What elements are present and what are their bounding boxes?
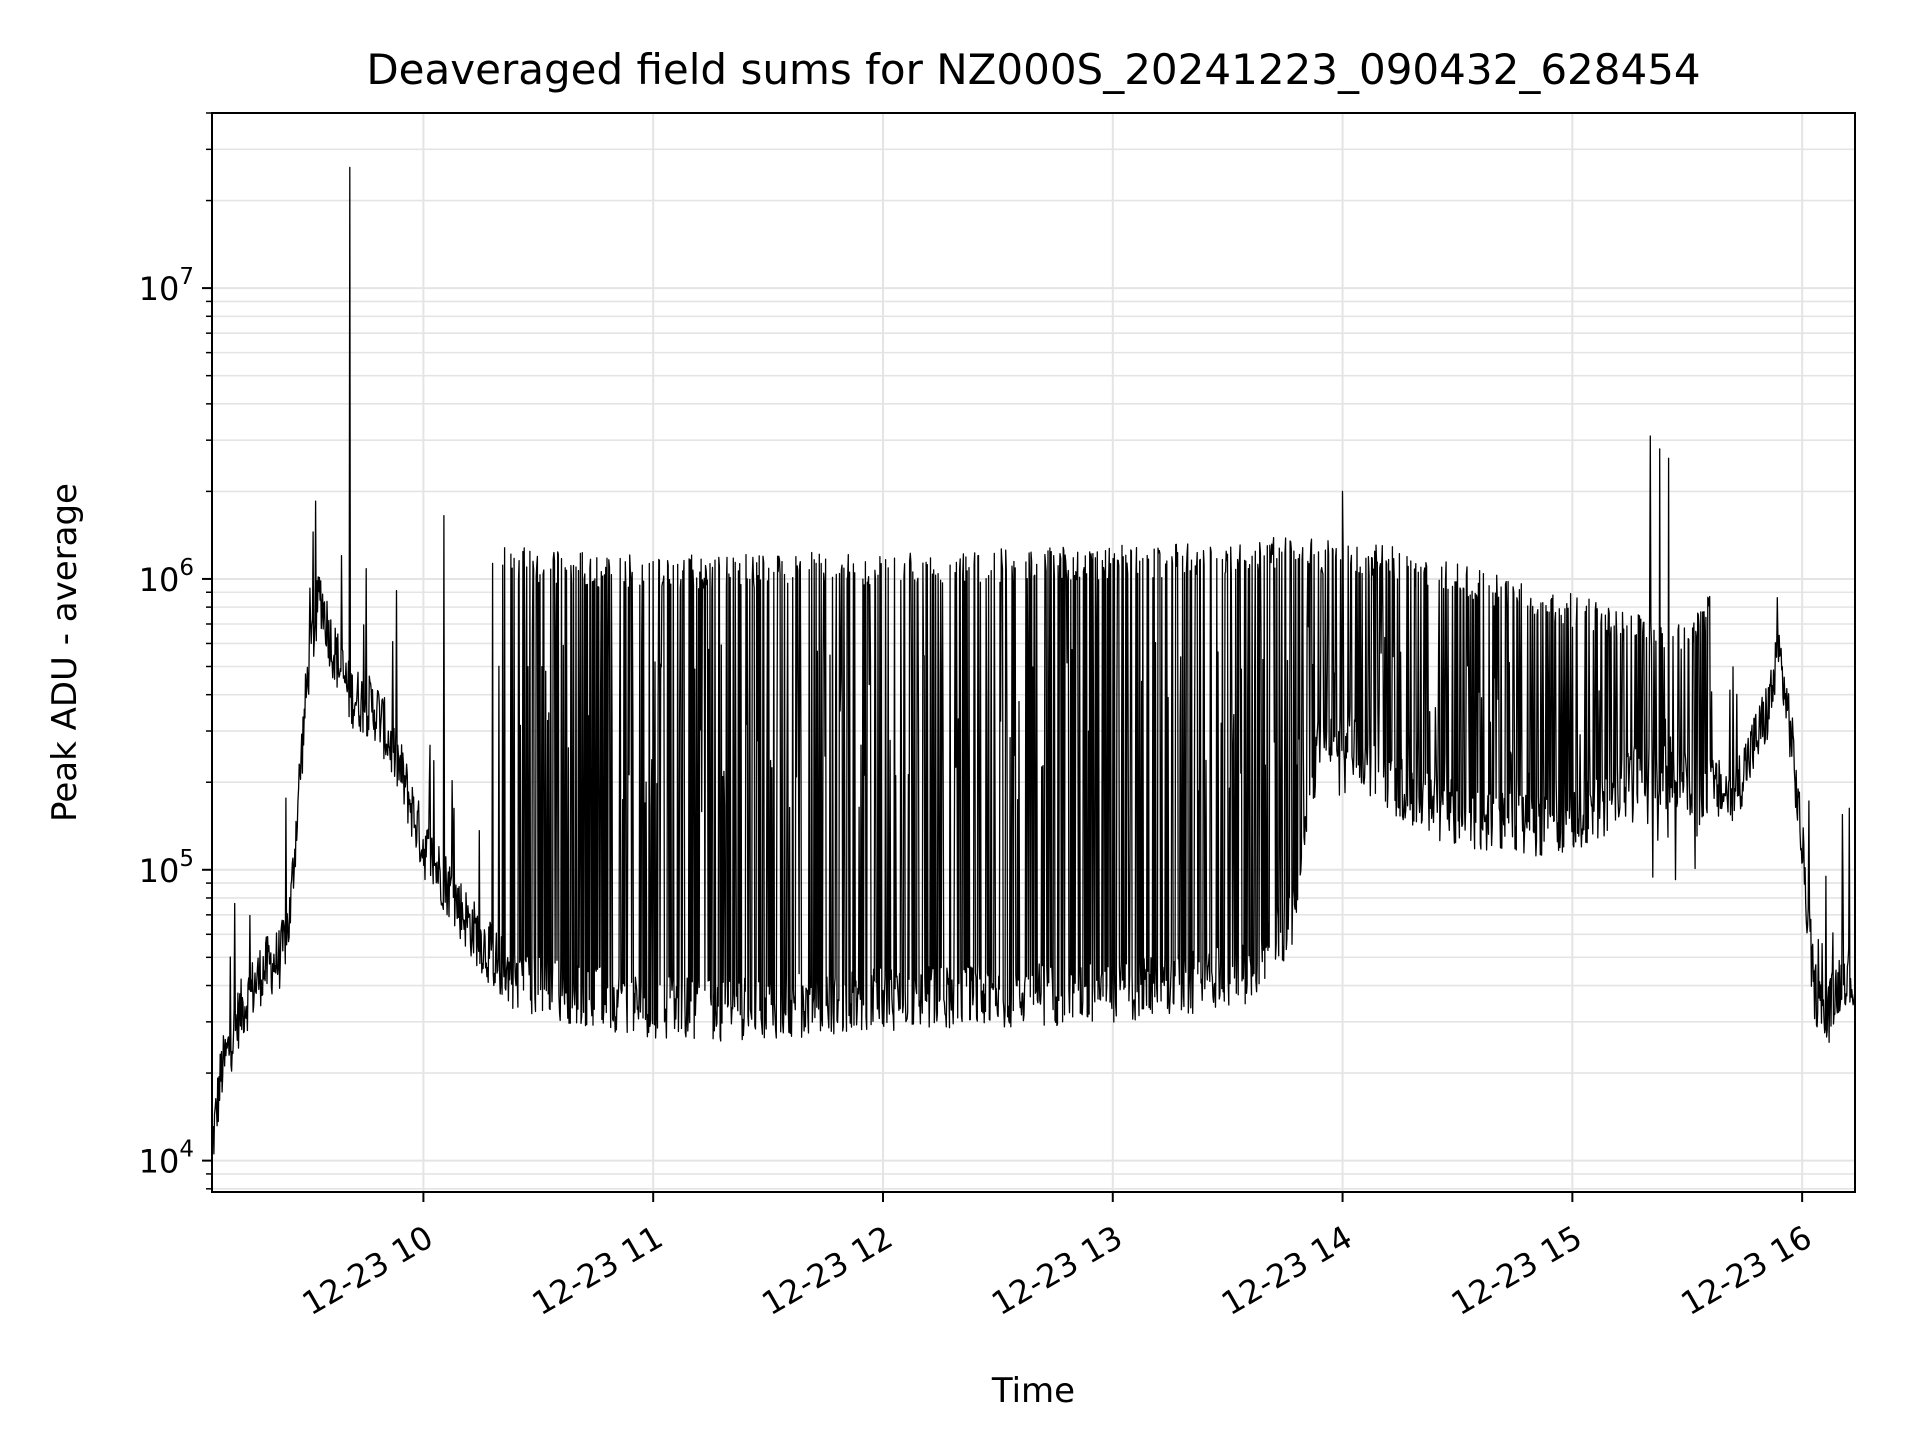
y-tick-label: 106 [139, 555, 194, 599]
x-tick-label: 12-23 15 [1445, 1218, 1589, 1323]
y-axis: 104 105 106 107 [139, 112, 212, 1190]
x-tick-label: 12-23 11 [526, 1218, 670, 1323]
x-tick-label: 12-23 13 [985, 1218, 1129, 1323]
series-layer [211, 166, 1856, 1155]
x-axis: 12-23 10 12-23 11 12-23 12 12-23 13 12-23 14… [296, 1192, 1818, 1323]
y-axis-label: Peak ADU - average [45, 483, 85, 822]
x-tick-label: 12-23 12 [755, 1218, 899, 1323]
y-tick-label: 105 [139, 846, 194, 890]
x-tick-label: 12-23 10 [296, 1218, 440, 1323]
x-axis-label: Time [991, 1371, 1075, 1411]
series-line [211, 166, 1856, 1155]
y-tick-label: 104 [139, 1137, 194, 1181]
x-tick-label: 12-23 14 [1215, 1218, 1359, 1323]
x-tick-label: 12-23 16 [1675, 1218, 1819, 1323]
chart-title: Deaveraged field sums for NZ000S_2024122… [366, 45, 1700, 94]
plot-frame [211, 112, 1856, 1193]
y-tick-label: 107 [139, 264, 194, 308]
